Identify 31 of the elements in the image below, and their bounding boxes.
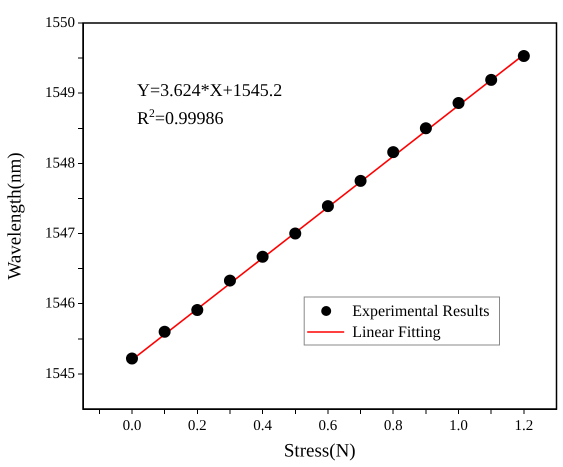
x-tick-label: 0.8 [384,418,403,434]
legend-label: Experimental Results [352,303,490,320]
x-tick-label: 1.0 [449,418,468,434]
point [518,50,530,62]
legend-label: Linear Fitting [352,324,441,342]
point [126,352,138,364]
y-tick-label: 1550 [45,14,75,31]
y-axis-title: Wavelength(nm) [4,152,26,280]
point [322,200,334,212]
x-axis-title: Stress(N) [284,440,356,462]
x-tick-label: 0.6 [318,418,338,434]
x-tick-label: 0.4 [253,418,272,434]
y-tick-label: 1549 [45,85,75,102]
point [256,250,269,263]
x-tick-label: 1.2 [514,418,534,434]
point [191,304,204,316]
y-tick-label: 1545 [45,366,75,382]
point [224,274,236,287]
annotation: Y=3.624*X+1545.2 [137,80,282,100]
y-tick-label: 1548 [45,155,75,172]
x-tick-label: 0.0 [122,418,142,434]
point [485,74,498,86]
point [387,146,400,158]
y-tick-label: 1546 [45,296,76,312]
point [420,122,432,134]
y-tick-label: 1547 [45,225,76,242]
point [354,174,367,187]
point [452,97,465,110]
x-tick-label: 0.2 [188,418,207,434]
point [289,228,302,240]
point [158,326,171,338]
